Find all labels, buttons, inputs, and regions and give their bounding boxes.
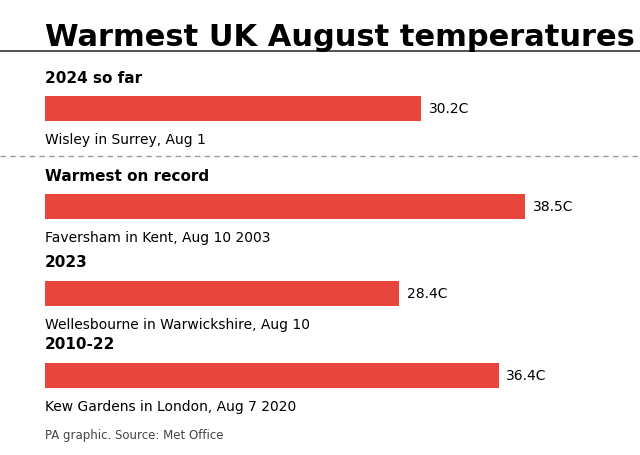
Text: 2010-22: 2010-22 (45, 337, 115, 352)
Text: 28.4C: 28.4C (406, 287, 447, 300)
Text: Faversham in Kent, Aug 10 2003: Faversham in Kent, Aug 10 2003 (45, 231, 270, 245)
Text: Wellesbourne in Warwickshire, Aug 10: Wellesbourne in Warwickshire, Aug 10 (45, 318, 310, 331)
Text: Kew Gardens in London, Aug 7 2020: Kew Gardens in London, Aug 7 2020 (45, 399, 296, 413)
Text: 2023: 2023 (45, 255, 88, 270)
FancyBboxPatch shape (45, 363, 499, 388)
Text: Warmest UK August temperatures: Warmest UK August temperatures (45, 23, 635, 52)
Text: Wisley in Surrey, Aug 1: Wisley in Surrey, Aug 1 (45, 133, 205, 147)
FancyBboxPatch shape (45, 194, 525, 220)
Text: Warmest on record: Warmest on record (45, 168, 209, 183)
Text: 30.2C: 30.2C (429, 102, 469, 116)
Text: PA graphic. Source: Met Office: PA graphic. Source: Met Office (45, 428, 223, 441)
Text: 36.4C: 36.4C (506, 369, 547, 382)
FancyBboxPatch shape (45, 281, 399, 306)
FancyBboxPatch shape (45, 96, 421, 122)
Text: 2024 so far: 2024 so far (45, 71, 142, 86)
Text: 38.5C: 38.5C (532, 200, 573, 214)
